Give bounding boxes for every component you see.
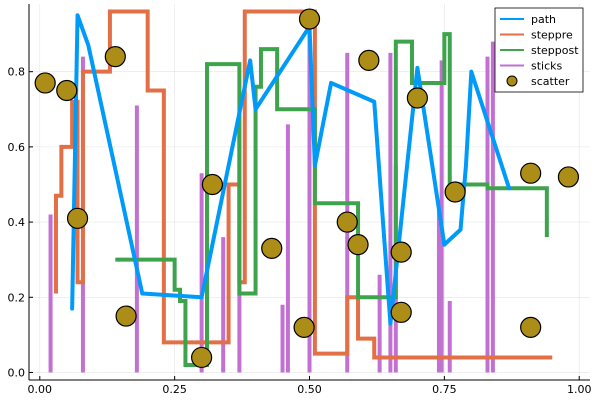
scatter-point	[104, 46, 126, 68]
series-path-line	[70, 13, 512, 326]
x-tick-label: 0.00	[28, 383, 53, 396]
scatter-point	[390, 241, 412, 263]
legend: path steppre steppost sticks scatter	[494, 7, 584, 93]
scatter-point	[115, 305, 137, 327]
scatter-point	[444, 181, 466, 203]
legend-swatch-scatter	[506, 75, 518, 87]
scatter-point	[191, 346, 213, 369]
x-tick-label: 1.00	[567, 383, 592, 396]
legend-label-sticks: sticks	[531, 60, 563, 73]
y-tick-label: 0.6	[8, 141, 26, 154]
series-area	[34, 8, 580, 373]
y-tick-label: 0.0	[8, 366, 26, 379]
scatter-point	[66, 207, 89, 229]
x-tick-label: 0.25	[162, 383, 187, 396]
x-tick-label: 0.75	[432, 383, 457, 396]
y-tick-label: 0.4	[8, 216, 26, 229]
scatter-point	[390, 301, 412, 323]
scatter-point	[520, 316, 542, 338]
legend-label-path: path	[531, 13, 556, 26]
scatter-point	[347, 234, 369, 256]
y-tick-label: 0.2	[8, 291, 26, 304]
axes: 0.00 0.25 0.50 0.75 1.00 0.0 0.2 0.4 0.6 0.8	[8, 4, 592, 396]
scatter-point	[298, 8, 321, 30]
scatter-point	[201, 173, 224, 196]
scatter-point	[557, 166, 580, 188]
scatter-point	[358, 49, 380, 72]
scatter-point	[293, 316, 315, 338]
scatter-point	[261, 237, 283, 259]
scatter-point	[406, 87, 428, 109]
scatter-point	[56, 79, 78, 102]
series-steppost-line	[115, 32, 549, 367]
y-tick-label: 0.8	[8, 66, 26, 79]
series-steppre-line	[53, 9, 553, 360]
scatter-point	[520, 162, 542, 184]
scatter-point	[34, 72, 56, 94]
scatter-point	[336, 211, 358, 233]
legend-label-scatter: scatter	[531, 75, 570, 88]
legend-label-steppre: steppre	[531, 29, 573, 42]
legend-label-steppost: steppost	[531, 44, 579, 57]
x-tick-label: 0.50	[297, 383, 322, 396]
